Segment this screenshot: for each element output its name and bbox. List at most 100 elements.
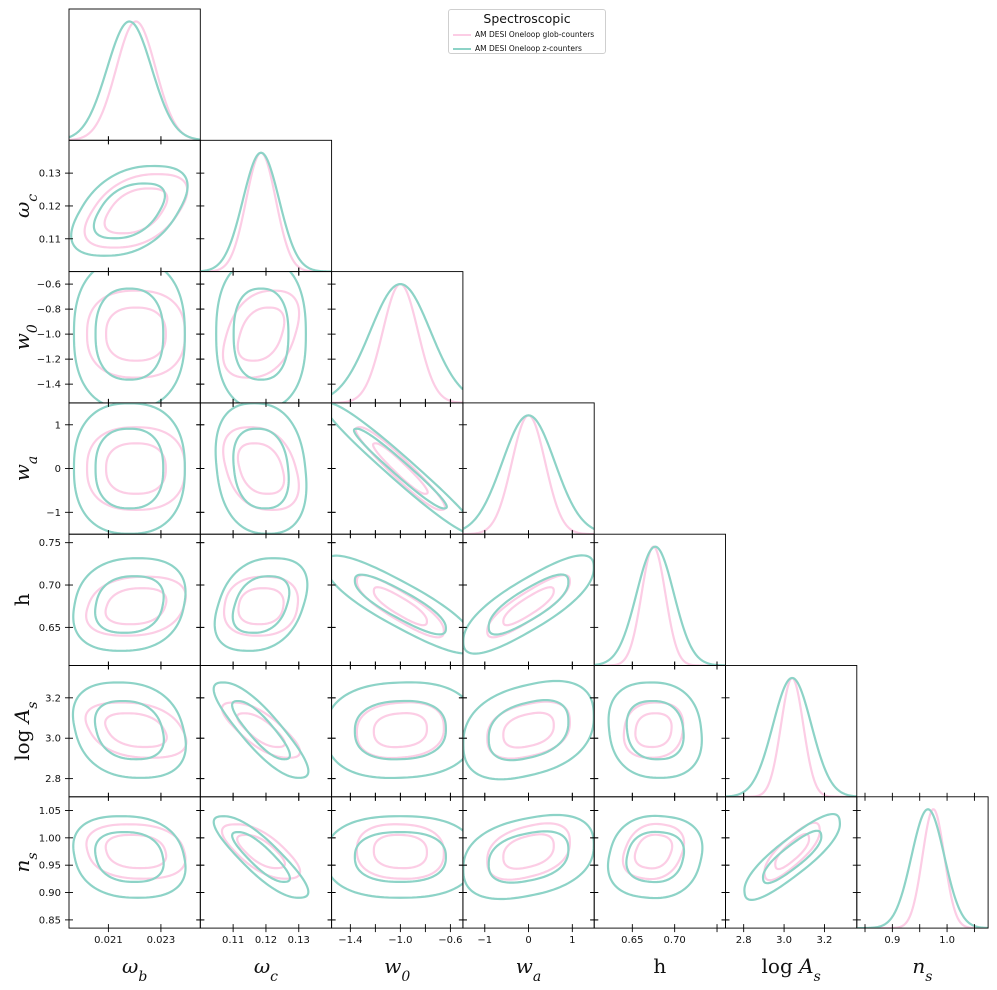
contour-w0-wb-series-1-level-0 xyxy=(94,287,165,381)
contour-h-wb-series-1-level-0 xyxy=(94,575,165,634)
x-tick-label-logAs: 3.0 xyxy=(776,935,792,946)
x-tick-label-wb: 0.021 xyxy=(94,935,123,946)
panel-logAs-vs-w0 xyxy=(331,681,463,780)
contour-h-wa-series-1-level-1 xyxy=(462,554,595,655)
contour-ns-wb-series-1-level-0 xyxy=(94,830,165,883)
contour-ns-logAs-series-1-level-1 xyxy=(743,812,842,901)
contour-ns-wc-series-1-level-1 xyxy=(212,815,310,899)
marginal-h-series-0 xyxy=(594,545,726,666)
contour-w0-wc-series-1-level-0 xyxy=(232,287,290,381)
contour-h-wb-series-0-level-1 xyxy=(85,575,187,637)
contour-wa-wc-series-0-level-0 xyxy=(236,442,286,495)
contour-logAs-wa-series-1-level-0 xyxy=(487,699,570,762)
legend-swatch-glob xyxy=(453,33,471,36)
contour-wa-wc-series-0-level-1 xyxy=(222,426,300,511)
panel-w0-vs-wc xyxy=(215,271,307,403)
x-tick-label-w0: −1.0 xyxy=(388,935,412,946)
y-tick-label-wa: −1 xyxy=(46,508,61,519)
panel-ns-vs-ns xyxy=(856,808,989,929)
contour-wc-wb-series-1-level-1 xyxy=(70,164,189,257)
panel-logAs-vs-logAs xyxy=(725,676,857,797)
legend-item-z: AM DESI Oneloop z-counters xyxy=(453,43,582,54)
contour-wa-wb-series-1-level-0 xyxy=(94,427,165,510)
x-tick-label-wb: 0.023 xyxy=(147,935,176,946)
contour-logAs-h-series-1-level-0 xyxy=(625,699,685,761)
contour-wa-wb-series-1-level-1 xyxy=(72,402,186,535)
panel-ns-vs-w0 xyxy=(331,815,463,899)
legend-label-glob: AM DESI Oneloop glob-counters xyxy=(475,30,595,39)
marginal-wb-series-0 xyxy=(69,20,201,141)
contour-ns-wa-series-0-level-0 xyxy=(502,833,555,870)
panel-w0-vs-wb xyxy=(72,271,186,403)
contour-ns-h-series-1-level-0 xyxy=(625,830,686,884)
panel-frame xyxy=(462,402,595,535)
contour-h-wa-series-0-level-1 xyxy=(486,573,571,639)
x-tick-label-w0: −1.4 xyxy=(338,935,362,946)
marginal-wa-series-1 xyxy=(462,414,595,530)
panel-h-vs-wb xyxy=(72,557,187,652)
panel-wa-vs-w0 xyxy=(331,402,463,533)
x-tick-label-h: 0.70 xyxy=(664,935,686,946)
x-tick-label-ns: 1.0 xyxy=(939,935,955,946)
panel-ns-vs-wb xyxy=(72,815,187,899)
marginal-w0-series-0 xyxy=(331,282,463,403)
contour-logAs-wc-series-1-level-0 xyxy=(231,699,292,761)
legend-title: Spectroscopic xyxy=(483,11,571,26)
contour-logAs-wb-series-1-level-0 xyxy=(93,699,165,761)
x-axis-label-wa: wa xyxy=(516,954,541,985)
contour-h-w0-series-1-level-1 xyxy=(331,554,463,655)
contour-h-w0-series-0-level-0 xyxy=(372,586,429,627)
y-tick-label-ns: 0.90 xyxy=(39,888,61,899)
contour-w0-wc-series-0-level-0 xyxy=(236,306,286,362)
contour-logAs-wa-series-0-level-0 xyxy=(502,711,555,749)
panel-h-vs-h xyxy=(594,545,726,666)
y-tick-label-wc: 0.11 xyxy=(39,234,61,245)
panel-ns-vs-logAs xyxy=(743,812,842,901)
contour-h-wc-series-1-level-0 xyxy=(231,575,291,634)
contour-wa-wb-series-0-level-0 xyxy=(104,442,167,495)
contour-wc-wb-series-1-level-0 xyxy=(92,182,167,240)
contour-ns-logAs-series-1-level-0 xyxy=(761,829,823,885)
y-tick-label-logAs: 3.2 xyxy=(45,693,61,704)
y-tick-label-w0: −1.4 xyxy=(37,380,61,391)
panel-wa-vs-wc xyxy=(214,402,308,535)
marginal-wa-series-0 xyxy=(462,414,595,535)
contour-ns-wc-series-1-level-0 xyxy=(231,830,292,883)
contour-ns-w0-series-0-level-0 xyxy=(372,833,429,870)
contour-wa-w0-series-0-level-1 xyxy=(354,426,447,512)
contour-wa-wb-series-0-level-1 xyxy=(85,426,186,511)
contour-w0-wb-series-0-level-0 xyxy=(104,306,167,362)
panel-frame xyxy=(68,533,201,666)
panel-logAs-vs-wc xyxy=(212,681,310,779)
legend: Spectroscopic AM DESI Oneloop glob-count… xyxy=(448,9,606,54)
panel-ns-vs-h xyxy=(606,814,704,900)
x-tick-label-logAs: 2.8 xyxy=(736,935,752,946)
x-axis-label-wc: ωc xyxy=(254,954,278,985)
panel-w0-vs-w0 xyxy=(331,282,463,403)
panel-logAs-vs-h xyxy=(607,681,703,779)
x-axis-label-h: h xyxy=(653,954,666,978)
legend-swatch-z xyxy=(453,47,471,50)
panel-wc-vs-wc xyxy=(200,151,332,272)
panel-frame xyxy=(331,271,464,404)
x-tick-label-wc: 0.11 xyxy=(222,935,244,946)
y-axis-label-h: h xyxy=(10,593,34,606)
y-tick-label-h: 0.70 xyxy=(39,581,61,592)
y-tick-label-wc: 0.13 xyxy=(39,169,61,180)
x-tick-label-wc: 0.12 xyxy=(255,935,277,946)
contour-logAs-wc-series-1-level-1 xyxy=(212,681,310,779)
contour-logAs-wc-series-0-level-0 xyxy=(236,712,286,749)
y-tick-label-ns: 1.05 xyxy=(39,806,61,817)
x-tick-label-w0: −0.6 xyxy=(438,935,462,946)
contour-ns-h-series-0-level-1 xyxy=(621,822,686,881)
contour-logAs-w0-series-1-level-1 xyxy=(331,681,463,780)
contour-h-wc-series-0-level-1 xyxy=(222,575,300,637)
x-tick-label-wc: 0.13 xyxy=(288,935,310,946)
contour-logAs-wb-series-1-level-1 xyxy=(71,681,187,779)
marginal-wb-series-1 xyxy=(69,20,201,141)
x-axis-label-wb: ωb xyxy=(122,954,147,985)
panel-wa-vs-wb xyxy=(72,402,186,535)
contour-logAs-wa-series-1-level-1 xyxy=(462,679,595,781)
marginal-logAs-series-1 xyxy=(725,676,857,797)
